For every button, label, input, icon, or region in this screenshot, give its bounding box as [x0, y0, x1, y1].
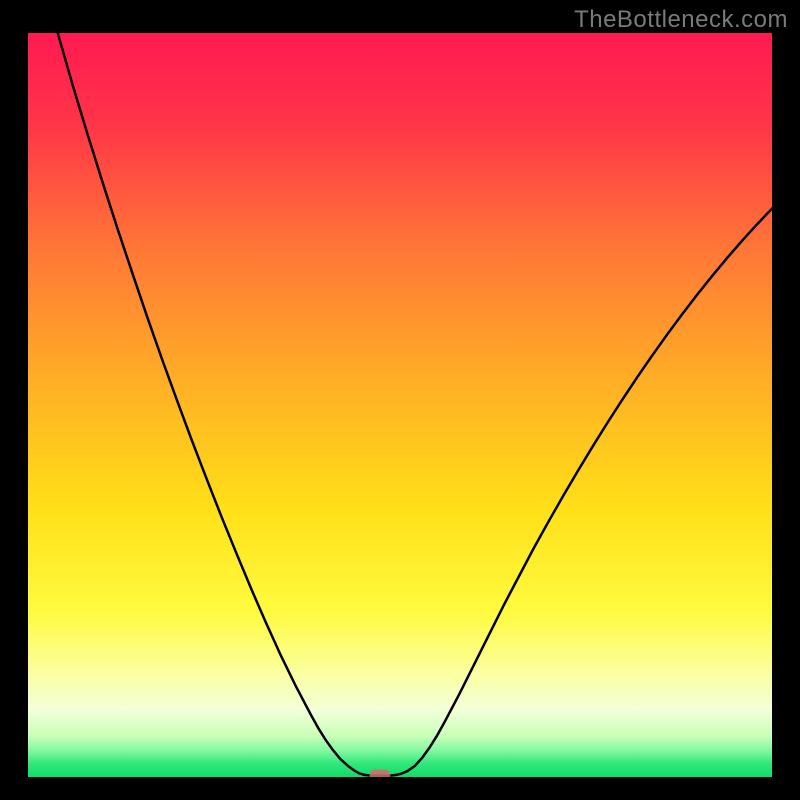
figure-frame: TheBottleneck.com [0, 0, 800, 800]
plot-svg [28, 33, 772, 777]
watermark-text: TheBottleneck.com [574, 6, 788, 34]
optimal-marker [370, 770, 391, 777]
plot-area [28, 33, 772, 777]
bottleneck-curve [58, 33, 772, 776]
